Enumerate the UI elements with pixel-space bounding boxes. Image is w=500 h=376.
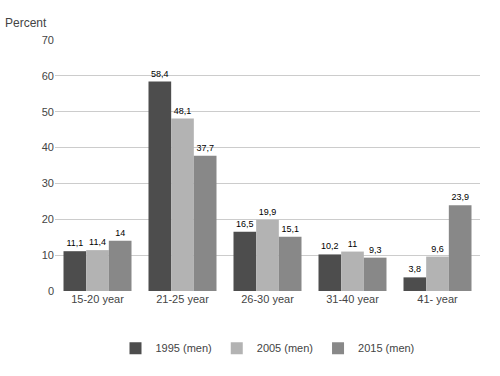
svg-text:23,9: 23,9 [451, 192, 469, 202]
svg-text:60: 60 [42, 70, 54, 82]
svg-text:15-20 year: 15-20 year [71, 293, 124, 305]
svg-text:48,1: 48,1 [174, 106, 192, 116]
svg-text:50: 50 [42, 106, 54, 118]
svg-text:15,1: 15,1 [281, 224, 299, 234]
svg-text:2005 (men): 2005 (men) [257, 342, 313, 354]
svg-text:31-40 year: 31-40 year [326, 293, 379, 305]
svg-text:11,4: 11,4 [89, 237, 106, 247]
svg-text:9,3: 9,3 [369, 245, 382, 255]
svg-text:11: 11 [348, 239, 357, 249]
svg-text:41- year: 41- year [417, 293, 458, 305]
svg-text:11,1: 11,1 [66, 238, 83, 248]
svg-text:1995 (men): 1995 (men) [156, 342, 212, 354]
svg-text:2015 (men): 2015 (men) [358, 342, 414, 354]
svg-text:0: 0 [48, 285, 54, 297]
svg-text:Percent: Percent [5, 16, 47, 30]
svg-text:37,7: 37,7 [196, 143, 214, 153]
svg-text:58,4: 58,4 [151, 69, 169, 79]
svg-text:10: 10 [42, 249, 54, 261]
svg-text:20: 20 [42, 213, 54, 225]
svg-text:19,9: 19,9 [259, 207, 277, 217]
svg-text:70: 70 [42, 34, 54, 46]
svg-text:14: 14 [115, 228, 125, 238]
svg-text:26-30 year: 26-30 year [241, 293, 294, 305]
svg-text:9,6: 9,6 [431, 244, 444, 254]
svg-text:40: 40 [42, 141, 54, 153]
svg-text:3,8: 3,8 [409, 264, 422, 274]
svg-text:16,5: 16,5 [236, 219, 254, 229]
svg-text:30: 30 [42, 177, 54, 189]
svg-text:21-25 year: 21-25 year [156, 293, 209, 305]
svg-text:10,2: 10,2 [321, 241, 339, 251]
